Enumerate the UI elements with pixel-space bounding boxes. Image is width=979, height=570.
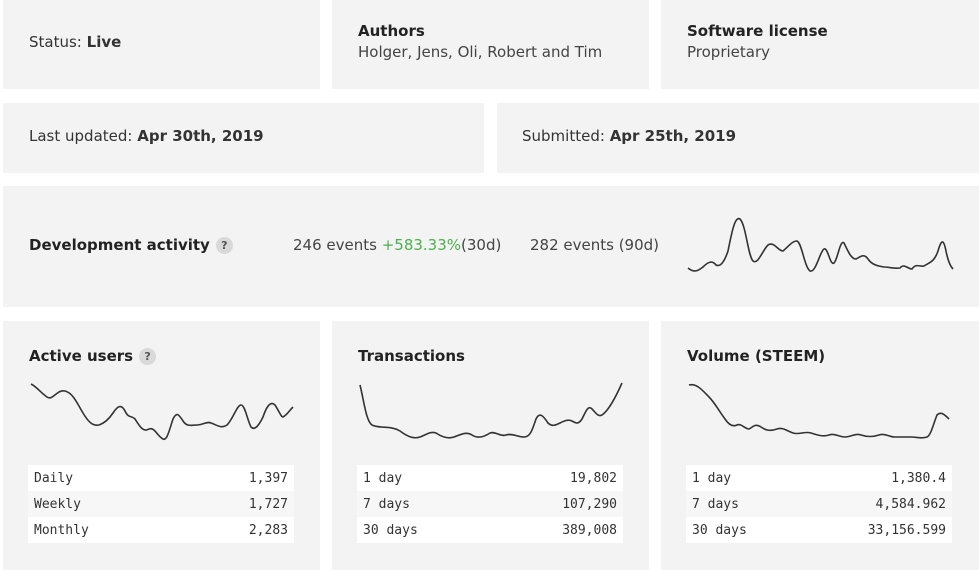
table-row: 30 days 389,008 [357, 517, 623, 543]
transactions-sparkline [359, 382, 623, 439]
table-row: 1 day 19,802 [357, 465, 623, 491]
row-label: Weekly [28, 491, 179, 517]
help-icon[interactable]: ? [215, 237, 233, 254]
license-card: Software license Proprietary [661, 0, 979, 89]
row-label: 30 days [357, 517, 490, 543]
active-users-table: Daily 1,397 Weekly 1,727 Monthly 2,283 [28, 465, 294, 543]
row-value: 19,802 [490, 465, 623, 491]
table-row: Daily 1,397 [28, 465, 294, 491]
row-label: 1 day [686, 465, 800, 491]
row-value: 4,584.962 [799, 491, 952, 517]
row-value: 389,008 [490, 517, 623, 543]
change-30d: +583.33% [381, 236, 462, 254]
volume-table: 1 day 1,380.4 7 days 4,584.962 30 days 33,1… [686, 465, 952, 543]
row-value: 107,290 [490, 491, 623, 517]
table-row: Monthly 2,283 [28, 517, 294, 543]
transactions-table: 1 day 19,802 7 days 107,290 30 days 389,008 [357, 465, 623, 543]
row-label: 30 days [686, 517, 800, 543]
events-90d: 282 events (90d) [530, 236, 660, 254]
row-label: 1 day [357, 465, 490, 491]
last-updated-card: Last updated: Apr 30th, 2019 [3, 103, 484, 173]
license-value: Proprietary [687, 43, 770, 61]
volume-sparkline [688, 383, 950, 439]
license-title: Software license [687, 22, 828, 40]
dev-activity-title: Development activity [29, 236, 210, 254]
row-value: 1,727 [178, 491, 294, 517]
submitted-card: Submitted: Apr 25th, 2019 [497, 103, 979, 173]
active-users-card: Active users? Daily 1,397 Weekly 1,727 Mon… [3, 321, 320, 570]
events-30d: 246 events [293, 236, 377, 254]
status-card: Status: Live [3, 0, 320, 89]
row-value: 1,380.4 [799, 465, 952, 491]
table-row: 30 days 33,156.599 [686, 517, 952, 543]
last-updated-label: Last updated: [29, 127, 133, 145]
status-label: Status: [29, 33, 82, 51]
row-label: Daily [28, 465, 179, 491]
authors-value: Holger, Jens, Oli, Robert and Tim [358, 43, 603, 61]
dev-activity-sparkline [687, 217, 954, 272]
row-value: 33,156.599 [799, 517, 952, 543]
transactions-title: Transactions [358, 347, 465, 365]
row-label: 7 days [357, 491, 490, 517]
submitted-label: Submitted: [522, 127, 605, 145]
dev-activity-card: Development activity? 246 events +583.33… [3, 186, 979, 307]
table-row: 7 days 4,584.962 [686, 491, 952, 517]
active-users-sparkline [30, 383, 294, 441]
row-value: 1,397 [178, 465, 294, 491]
last-updated-value: Apr 30th, 2019 [137, 127, 264, 145]
volume-title: Volume (STEEM) [687, 347, 826, 365]
table-row: Weekly 1,727 [28, 491, 294, 517]
row-value: 2,283 [178, 517, 294, 543]
table-row: 7 days 107,290 [357, 491, 623, 517]
row-label: 7 days [686, 491, 800, 517]
help-icon[interactable]: ? [139, 348, 157, 365]
period-30d: (30d) [461, 236, 502, 254]
authors-title: Authors [358, 22, 425, 40]
volume-card: Volume (STEEM) 1 day 1,380.4 7 days 4,584.… [661, 321, 979, 570]
status-value: Live [86, 33, 122, 51]
authors-card: Authors Holger, Jens, Oli, Robert and Ti… [332, 0, 649, 89]
submitted-value: Apr 25th, 2019 [609, 127, 737, 145]
table-row: 1 day 1,380.4 [686, 465, 952, 491]
transactions-card: Transactions 1 day 19,802 7 days 107,290 3… [332, 321, 649, 570]
row-label: Monthly [28, 517, 179, 543]
active-users-title: Active users [29, 347, 134, 365]
